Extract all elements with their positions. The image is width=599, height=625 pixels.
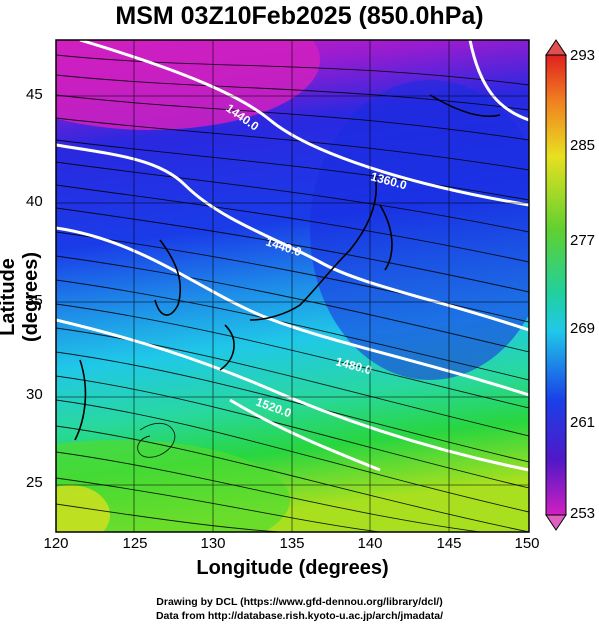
- warm-air-region: [56, 485, 110, 532]
- y-tick-label: 45: [26, 86, 43, 103]
- credit-data: Data from http://database.rish.kyoto-u.a…: [155, 610, 444, 622]
- height-contours: [56, 40, 529, 472]
- y-tick-label: 25: [26, 474, 43, 491]
- y-tick-label: 35: [26, 292, 43, 309]
- credit-drawing: Drawing by DCL (https://www.gfd-dennou.o…: [156, 596, 443, 608]
- x-tick-label: 130: [200, 535, 226, 552]
- colorbar-tick-label: 253: [570, 505, 596, 522]
- cold-air-region: [310, 80, 529, 380]
- graticule: [56, 40, 529, 532]
- colorbar-tick-label: 293: [570, 47, 596, 64]
- x-tick-label: 145: [436, 535, 462, 552]
- warm-air-region: [56, 440, 290, 532]
- coastlines: [74, 94, 501, 441]
- y-tick-label: 30: [26, 386, 43, 403]
- streamlines: [56, 54, 529, 532]
- colorbar-tick-label: 285: [570, 137, 596, 154]
- chart-title: MSM 03Z10Feb2025 (850.0hPa): [115, 2, 484, 30]
- colorbar: [545, 39, 567, 531]
- colorbar-tick-label: 277: [570, 232, 596, 249]
- y-tick-label: 40: [26, 193, 43, 210]
- colorbar-tick-label: 269: [570, 320, 596, 337]
- colorbar-tick-label: 261: [570, 414, 596, 431]
- x-tick-label: 150: [514, 535, 540, 552]
- plot-frame: [55, 39, 530, 533]
- x-tick-label: 140: [357, 535, 383, 552]
- x-tick-label: 135: [279, 535, 305, 552]
- x-tick-label: 125: [122, 535, 148, 552]
- x-tick-label: 120: [43, 535, 69, 552]
- x-axis-label: Longitude (degrees): [196, 557, 389, 579]
